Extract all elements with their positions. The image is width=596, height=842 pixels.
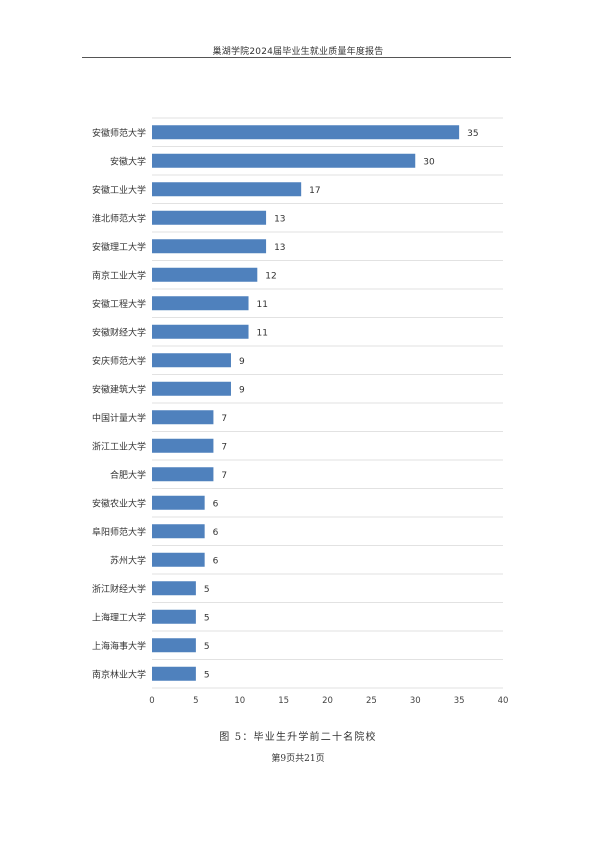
data-label: 12 — [265, 271, 276, 281]
bar — [152, 609, 196, 624]
data-label: 5 — [204, 670, 210, 680]
x-tick-label: 30 — [410, 696, 421, 706]
bar — [152, 182, 302, 197]
data-labels: 35 30 17 13 13 12 11 11 9 9 7 7 7 6 6 6 5 5 5 5 — [204, 129, 479, 681]
x-tick-labels: 0 5 10 15 20 25 30 35 40 — [149, 696, 508, 706]
bar — [152, 125, 460, 140]
category-label: 上海海事大学 — [92, 640, 146, 652]
bar-chart: 安徽师范大学安徽大学安徽工业大学淮北师范大学安徽理工大学南京工业大学安徽工程大学… — [92, 117, 508, 706]
bar — [152, 239, 267, 254]
category-label: 合肥大学 — [110, 469, 146, 481]
x-tick-label: 25 — [366, 696, 377, 706]
bar — [152, 638, 196, 653]
x-tick-label: 40 — [498, 696, 509, 706]
x-tick-label: 15 — [278, 696, 289, 706]
bar — [152, 666, 196, 681]
data-label: 6 — [213, 528, 219, 538]
data-label: 30 — [423, 157, 435, 167]
category-label: 安徽农业大学 — [92, 497, 146, 509]
category-labels: 安徽师范大学安徽大学安徽工业大学淮北师范大学安徽理工大学南京工业大学安徽工程大学… — [92, 127, 146, 681]
category-label: 中国计量大学 — [92, 412, 146, 424]
bar — [152, 210, 267, 225]
category-label: 南京林业大学 — [92, 668, 146, 680]
data-label: 7 — [221, 471, 227, 481]
data-label: 7 — [221, 414, 227, 424]
page-header-title: 巢湖学院2024届毕业生就业质量年度报告 — [212, 47, 384, 57]
category-label: 浙江财经大学 — [92, 583, 146, 595]
data-label: 5 — [204, 585, 210, 595]
category-label: 安徽工业大学 — [92, 184, 146, 196]
figure-caption: 图 5：毕业生升学前二十名院校 — [219, 732, 377, 743]
data-label: 17 — [309, 186, 320, 196]
category-label: 安徽理工大学 — [92, 241, 146, 253]
bar — [152, 495, 205, 510]
category-label: 苏州大学 — [110, 554, 146, 566]
category-label: 上海理工大学 — [92, 611, 146, 623]
header-rule — [82, 57, 511, 58]
x-tick-label: 0 — [149, 696, 154, 706]
data-label: 7 — [221, 442, 227, 452]
category-label: 安徽建筑大学 — [92, 383, 146, 395]
category-label: 安庆师范大学 — [92, 355, 146, 367]
x-tick-label: 5 — [193, 696, 198, 706]
data-label: 5 — [204, 642, 210, 652]
bar — [152, 267, 258, 282]
data-label: 5 — [204, 613, 210, 623]
data-label: 35 — [467, 129, 478, 139]
x-tick-label: 20 — [322, 696, 333, 706]
page-footer: 第9页共21页 — [271, 754, 325, 764]
data-label: 6 — [213, 556, 219, 566]
data-label: 13 — [274, 243, 285, 253]
category-label: 安徽师范大学 — [92, 127, 146, 139]
data-label: 11 — [257, 300, 268, 310]
category-label: 安徽工程大学 — [92, 298, 146, 310]
category-label: 淮北师范大学 — [92, 212, 146, 224]
x-tick-label: 10 — [234, 696, 245, 706]
category-label: 阜阳师范大学 — [92, 526, 146, 538]
bar — [152, 524, 205, 539]
category-label: 安徽财经大学 — [92, 326, 146, 338]
bar — [152, 581, 196, 596]
data-label: 9 — [239, 357, 245, 367]
bar — [152, 467, 214, 482]
bar — [152, 353, 231, 368]
bar — [152, 296, 249, 311]
category-label: 浙江工业大学 — [92, 440, 146, 452]
category-label: 南京工业大学 — [92, 269, 146, 281]
bar — [152, 410, 214, 425]
bars — [152, 125, 460, 681]
x-tick-label: 35 — [454, 696, 465, 706]
data-label: 9 — [239, 385, 245, 395]
data-label: 11 — [257, 328, 268, 338]
category-label: 安徽大学 — [110, 155, 146, 167]
data-label: 6 — [213, 499, 219, 509]
bar — [152, 552, 205, 567]
gridlines — [152, 117, 503, 689]
bar — [152, 153, 416, 168]
bar — [152, 438, 214, 453]
data-label: 13 — [274, 214, 285, 224]
bar — [152, 381, 231, 396]
bar — [152, 324, 249, 339]
